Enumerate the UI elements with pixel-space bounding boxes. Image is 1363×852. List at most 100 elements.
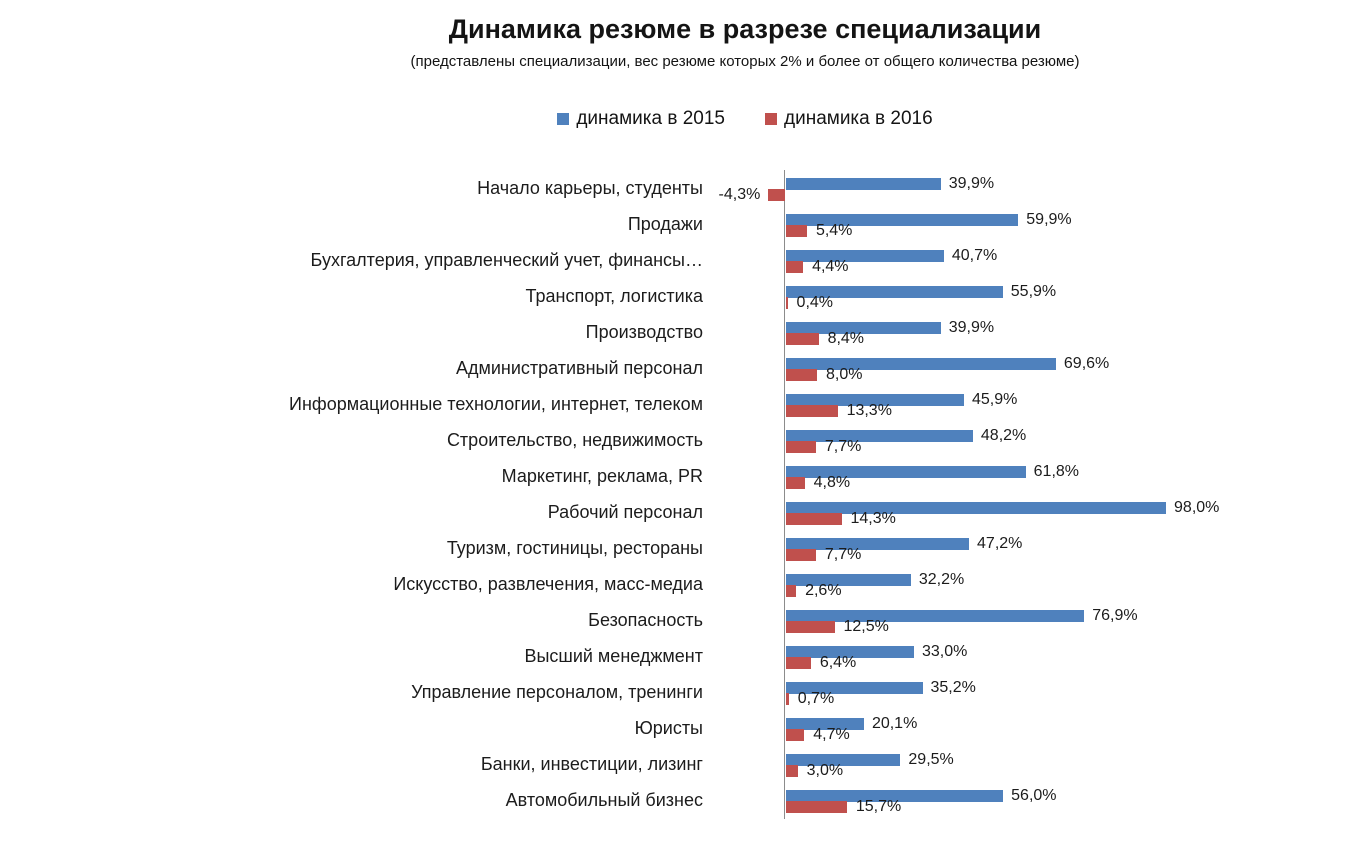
category-label: Продажи xyxy=(627,214,703,234)
value-label-2016: 7,7% xyxy=(824,546,862,563)
value-label-2016: 8,4% xyxy=(827,330,865,347)
legend: динамика в 2015 динамика в 2016 xyxy=(127,108,1363,130)
value-label-2016: 4,8% xyxy=(813,474,851,491)
bar-2015 xyxy=(786,250,944,262)
bar-2016 xyxy=(786,297,788,309)
category-label: Информационные технологии, интернет, тел… xyxy=(289,394,703,414)
category-label: Бухгалтерия, управленческий учет, финанс… xyxy=(310,250,703,270)
value-label-2016: 12,5% xyxy=(843,618,889,635)
value-label-2015: 76,9% xyxy=(1092,607,1138,624)
value-label-2016: 3,0% xyxy=(806,762,844,779)
bar-2016 xyxy=(786,261,804,273)
bar-2016 xyxy=(786,405,838,417)
bar-2015 xyxy=(786,214,1019,226)
value-axis-line xyxy=(784,170,785,819)
bar-2015 xyxy=(786,754,901,766)
bar-2016 xyxy=(786,765,798,777)
bar-2015 xyxy=(786,718,864,730)
bar-2016 xyxy=(786,801,847,813)
bar-2016 xyxy=(786,549,816,561)
value-label-2016: 4,7% xyxy=(813,726,850,743)
bar-2016 xyxy=(786,585,797,597)
value-label-2015: 55,9% xyxy=(1010,283,1057,300)
chart-subtitle: (представлены специализации, вес резюме … xyxy=(410,53,1080,70)
bar-2016 xyxy=(786,729,805,741)
value-label-2015: 59,9% xyxy=(1026,211,1072,228)
value-label-2015: 39,9% xyxy=(948,175,995,192)
value-label-2016: 15,7% xyxy=(855,798,902,815)
legend-item-2016: динамика в 2016 xyxy=(765,108,933,130)
bar-2016 xyxy=(786,225,807,237)
category-label: Маркетинг, реклама, PR xyxy=(501,466,703,486)
bar-2016 xyxy=(786,513,842,525)
category-label: Административный персонал xyxy=(455,358,703,378)
category-label: Рабочий персонал xyxy=(547,502,703,522)
bar-2015 xyxy=(786,322,941,334)
category-label: Начало карьеры, студенты xyxy=(477,178,703,198)
legend-label-2015: динамика в 2015 xyxy=(576,108,725,129)
bar-2016 xyxy=(786,657,811,669)
bar-2015 xyxy=(786,430,973,442)
value-label-2016: 0,4% xyxy=(796,294,834,311)
legend-label-2016: динамика в 2016 xyxy=(784,108,933,129)
legend-swatch-2016-icon xyxy=(765,113,777,125)
chart-title: Динамика резюме в разрезе специализации xyxy=(448,14,1042,44)
value-label-2015: 98,0% xyxy=(1174,499,1220,516)
legend-swatch-2015-icon xyxy=(557,113,570,125)
value-label-2015: 33,0% xyxy=(921,643,968,660)
value-label-2016: 2,6% xyxy=(805,582,842,599)
bar-2015 xyxy=(786,646,914,658)
value-label-2015: 29,5% xyxy=(908,751,954,768)
category-label: Строительство, недвижимость xyxy=(446,430,703,450)
bar-2015 xyxy=(786,358,1056,370)
value-label-2015: 45,9% xyxy=(972,391,1018,408)
value-label-2015: 47,2% xyxy=(977,535,1023,552)
value-label-2016: 6,4% xyxy=(819,654,857,671)
value-label-2016: 14,3% xyxy=(850,510,896,527)
value-label-2015: 48,2% xyxy=(980,427,1027,444)
bar-2015 xyxy=(786,178,941,190)
value-label-2016: 7,7% xyxy=(824,438,862,455)
category-label: Юристы xyxy=(634,718,703,738)
bar-2015 xyxy=(786,502,1166,514)
value-label-2015: 32,2% xyxy=(918,571,965,588)
bar-2015 xyxy=(786,394,964,406)
value-label-2015: 40,7% xyxy=(951,247,998,264)
bar-2015 xyxy=(786,538,969,550)
value-label-2015: 39,9% xyxy=(948,319,995,336)
legend-item-2015: динамика в 2015 xyxy=(557,108,725,130)
category-label: Туризм, гостиницы, рестораны xyxy=(446,538,703,558)
value-label-2015: 56,0% xyxy=(1011,787,1057,804)
bar-2015 xyxy=(786,574,911,586)
bar-2016 xyxy=(786,477,805,489)
category-label: Автомобильный бизнес xyxy=(505,790,703,810)
category-label: Высший менеджмент xyxy=(524,646,703,666)
bar-2016 xyxy=(786,333,819,345)
bar-2016 xyxy=(786,693,789,705)
category-label: Банки, инвестиции, лизинг xyxy=(480,754,703,774)
category-label: Безопасность xyxy=(588,610,703,630)
value-label-2015: 35,2% xyxy=(930,679,976,696)
value-label-2016: 4,4% xyxy=(812,258,849,275)
value-label-2016: 5,4% xyxy=(815,222,853,239)
bar-2016 xyxy=(786,369,817,381)
bar-2015 xyxy=(786,466,1026,478)
bar-2016 xyxy=(786,441,816,453)
bar-2016 xyxy=(786,621,835,633)
bar-2015 xyxy=(786,610,1085,622)
bar-2015 xyxy=(786,790,1004,802)
value-label-2016: 8,0% xyxy=(826,366,863,383)
value-label-2015: 20,1% xyxy=(871,715,918,732)
bar-2015 xyxy=(786,682,923,694)
category-label: Управление персоналом, тренинги xyxy=(411,682,703,702)
bar-2016 xyxy=(768,189,785,201)
value-label-2015: 61,8% xyxy=(1033,463,1080,480)
value-label-2016: 0,7% xyxy=(797,690,835,707)
category-label: Искусство, развлечения, масс-медиа xyxy=(393,574,703,594)
bar-2015 xyxy=(786,286,1003,298)
value-label-2015: 69,6% xyxy=(1063,355,1110,372)
value-label-2016: -4,3% xyxy=(718,186,761,203)
category-label: Производство xyxy=(585,322,703,342)
